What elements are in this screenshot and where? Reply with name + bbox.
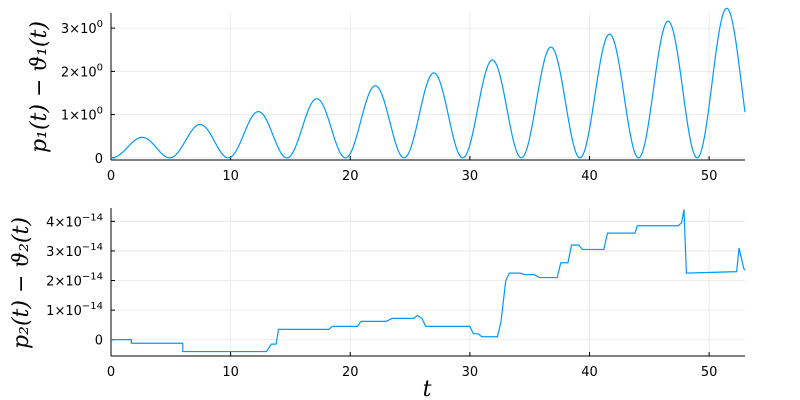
bottom-series-line xyxy=(111,209,746,353)
bottom-y-ticks: 0 1×10−14 2×10−14 3×10−14 4×10−14 xyxy=(46,212,115,349)
x-tick-label: 0 xyxy=(107,365,115,380)
x-tick-label: 50 xyxy=(701,365,718,380)
bottom-grid xyxy=(110,208,745,356)
bottom-y-axis-label: p₂(t) − ϑ₂(t) xyxy=(9,217,34,349)
x-tick-label: 20 xyxy=(342,365,359,380)
y-tick-label: 1×100 xyxy=(61,106,103,124)
bottom-x-axis-label: t xyxy=(423,377,432,400)
top-panel: 0 10 20 30 40 50 0 1×100 2×100 3×100 p₁(t) − ϑ₁(… xyxy=(27,7,746,184)
y-tick-label: 3×10−14 xyxy=(46,242,103,260)
bottom-axes xyxy=(110,208,745,357)
x-tick-label: 50 xyxy=(701,169,718,184)
y-tick-label: 0 xyxy=(95,334,103,349)
y-tick-label: 4×10−14 xyxy=(46,212,103,230)
x-tick-label: 10 xyxy=(222,365,239,380)
y-tick-label: 3×100 xyxy=(61,19,103,37)
bottom-panel: 0 10 20 30 40 50 0 1×10−14 2×10−14 3×10−14 4×10−1… xyxy=(9,208,746,400)
top-axes xyxy=(110,13,745,161)
top-series-line xyxy=(110,7,746,159)
y-tick-label: 2×100 xyxy=(61,62,103,80)
top-grid xyxy=(110,13,745,160)
y-tick-label: 2×10−14 xyxy=(46,272,103,290)
x-tick-label: 10 xyxy=(222,169,239,184)
x-tick-label: 40 xyxy=(581,169,598,184)
y-tick-label: 0 xyxy=(95,152,103,167)
x-tick-label: 30 xyxy=(462,169,479,184)
top-y-ticks: 0 1×100 2×100 3×100 xyxy=(61,19,115,167)
x-tick-label: 30 xyxy=(462,365,479,380)
bottom-x-ticks: 0 10 20 30 40 50 xyxy=(107,352,718,380)
x-tick-label: 0 xyxy=(107,169,115,184)
y-tick-label: 1×10−14 xyxy=(46,301,103,319)
x-tick-label: 40 xyxy=(581,365,598,380)
x-tick-label: 20 xyxy=(342,169,359,184)
top-y-axis-label: p₁(t) − ϑ₁(t) xyxy=(27,21,52,153)
